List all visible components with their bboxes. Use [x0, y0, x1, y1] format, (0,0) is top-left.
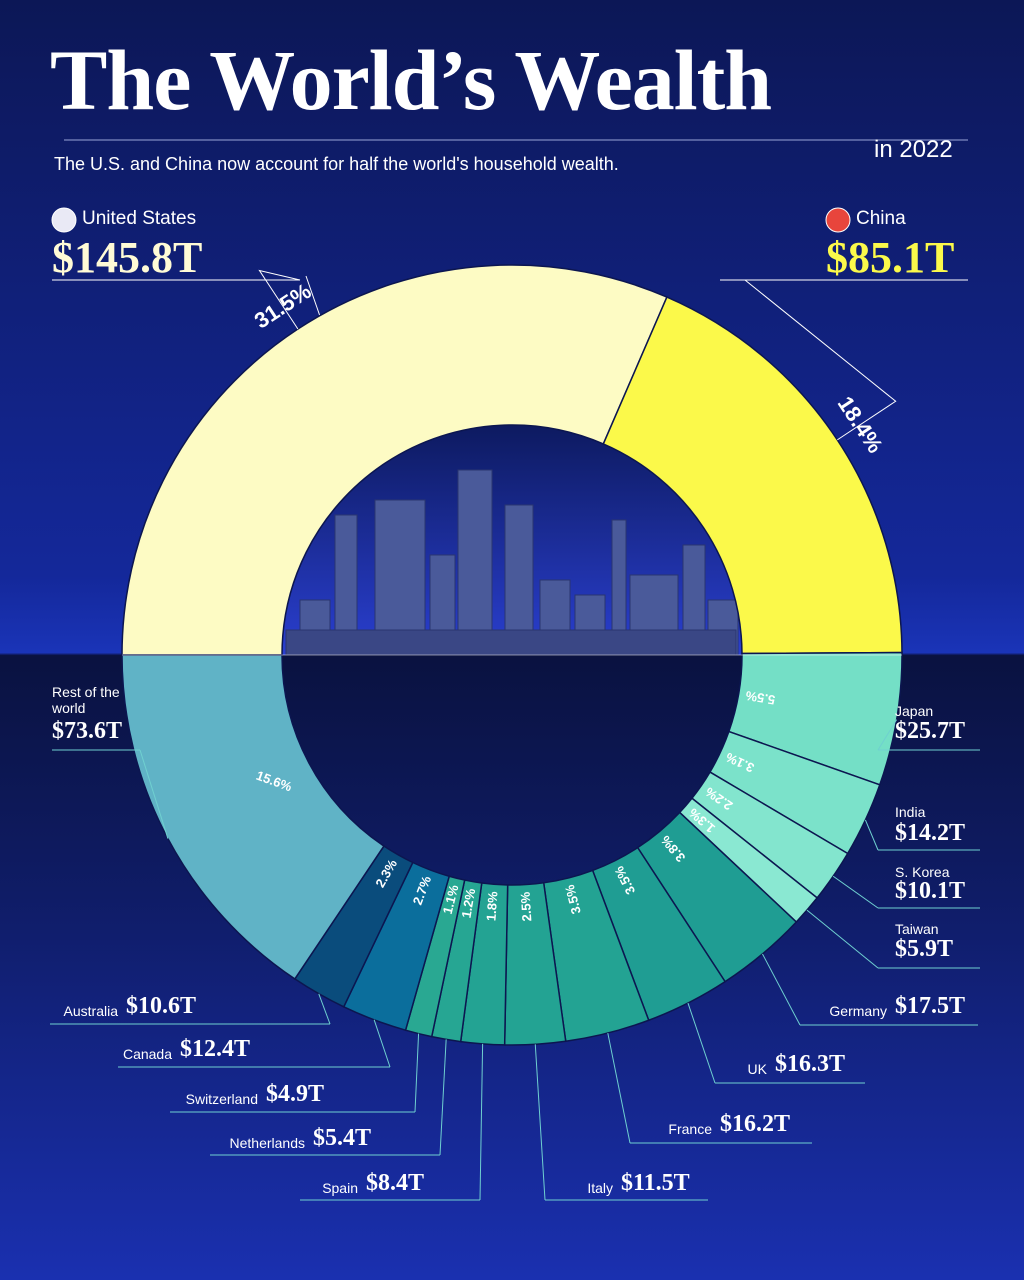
category-label: Italy [587, 1180, 613, 1196]
value-label: $8.4T [366, 1170, 425, 1196]
category-label: Spain [322, 1180, 358, 1196]
leader-line [762, 953, 801, 1026]
value-label: $14.2T [895, 820, 966, 846]
subtitle: in 2022 [874, 136, 953, 163]
category-label: Canada [122, 1046, 172, 1062]
value-label: $4.9T [266, 1081, 325, 1107]
category-label: UK [747, 1061, 767, 1077]
value-label: $16.3T [775, 1051, 846, 1077]
category-label: France [668, 1121, 712, 1137]
value-label: $10.6T [126, 993, 197, 1019]
category-label: China [856, 208, 906, 229]
category-label: India [895, 804, 926, 820]
donut-segment [602, 296, 903, 655]
category-label: Switzerland [185, 1091, 258, 1107]
donut-segment [121, 654, 385, 980]
donut-segment [121, 264, 668, 656]
value-label: $10.1T [895, 878, 966, 904]
value-label: $73.6T [52, 718, 123, 744]
share-label: 1.8% [483, 890, 500, 921]
value-label: $17.5T [895, 993, 966, 1019]
leader-line [414, 1033, 420, 1113]
leader-line [439, 1039, 447, 1156]
value-label: $145.8T [52, 233, 203, 282]
leader-line [877, 719, 898, 751]
leader-line [139, 749, 169, 839]
value-label: $16.2T [720, 1111, 791, 1137]
share-label: 1.2% [459, 887, 479, 919]
category-label: United States [82, 208, 197, 229]
value-label: $5.4T [313, 1125, 372, 1151]
category-label: Japan [895, 703, 934, 719]
category-label: Rest of the world [52, 684, 120, 716]
value-label: $12.4T [180, 1036, 251, 1062]
leader-line [687, 1002, 716, 1084]
share-label: 5.5% [744, 688, 776, 708]
category-label: Netherlands [229, 1135, 306, 1151]
flag-icon [51, 207, 77, 233]
leader-line [479, 1043, 484, 1201]
leader-line [373, 1019, 391, 1068]
leader-line [806, 909, 879, 969]
category-label: Germany [829, 1003, 887, 1019]
leader-line [258, 269, 301, 330]
leader-line [864, 819, 879, 851]
flag-icon [825, 207, 851, 233]
value-label: $11.5T [621, 1170, 690, 1196]
value-label: $85.1T [826, 233, 955, 282]
category-label: S. Korea [895, 864, 950, 880]
value-label: $25.7T [895, 718, 966, 744]
title: The World’s Wealth [50, 32, 772, 128]
leader-line [607, 1032, 631, 1144]
leader-line [534, 1044, 546, 1201]
share-label: 3.5% [562, 883, 584, 916]
category-label: Taiwan [895, 921, 939, 937]
skyline [285, 469, 739, 655]
leader-line [744, 279, 897, 441]
description: The U.S. and China now account for half … [54, 154, 619, 174]
category-label: Australia [63, 1003, 118, 1019]
value-label: $5.9T [895, 936, 954, 962]
leader-line [832, 875, 879, 909]
leader-top [305, 275, 323, 323]
leader-line [318, 993, 331, 1025]
share-label: 2.5% [518, 891, 535, 922]
